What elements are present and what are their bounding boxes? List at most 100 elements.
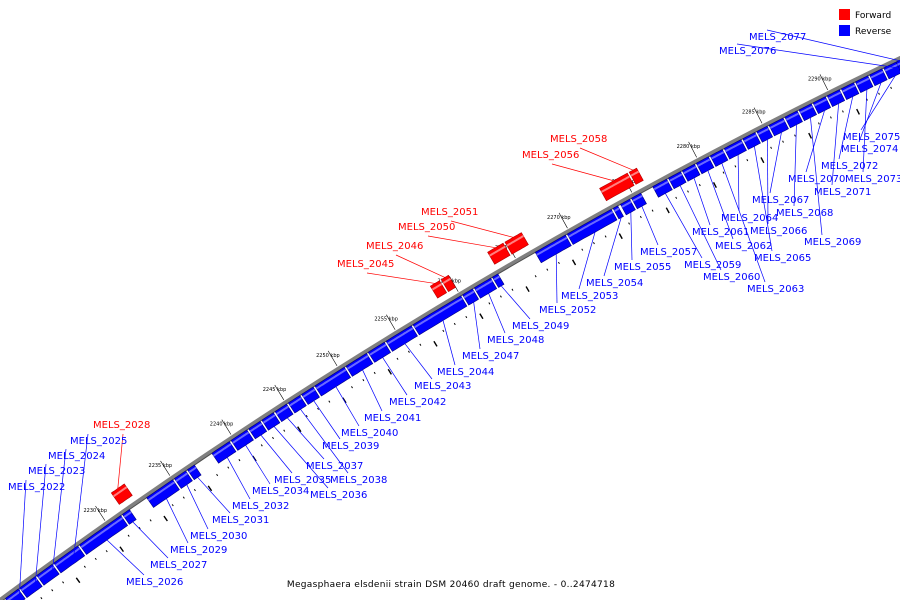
gene-block-mels-2042[interactable] bbox=[367, 341, 392, 363]
gene-block-mels-2043[interactable] bbox=[385, 325, 418, 352]
gene-label-mels-2034[interactable]: MELS_2034 bbox=[252, 486, 309, 497]
gene-block-mels-2072[interactable] bbox=[840, 82, 860, 101]
gene-label-mels-2022[interactable]: MELS_2022 bbox=[8, 482, 65, 493]
gene-label-mels-2041[interactable]: MELS_2041 bbox=[364, 413, 421, 424]
gene-label-mels-2024[interactable]: MELS_2024 bbox=[48, 451, 105, 462]
gene-label-mels-2063[interactable]: MELS_2063 bbox=[747, 284, 804, 295]
gene-block-mels-2027[interactable] bbox=[122, 509, 137, 525]
gene-block-mels-2071[interactable] bbox=[826, 89, 846, 108]
gene-label-mels-2058[interactable]: MELS_2058 bbox=[550, 134, 607, 145]
gene-label-mels-2048[interactable]: MELS_2048 bbox=[487, 335, 544, 346]
gene-block-mels-2041[interactable] bbox=[345, 352, 374, 377]
gene-label-mels-2045[interactable]: MELS_2045 bbox=[337, 259, 394, 270]
gene-label-mels-2049[interactable]: MELS_2049 bbox=[512, 321, 569, 332]
gene-block-mels-2046[interactable] bbox=[440, 274, 457, 293]
gene-label-mels-2071[interactable]: MELS_2071 bbox=[814, 187, 871, 198]
gene-block-mels-2056[interactable] bbox=[599, 172, 635, 202]
gene-label-mels-2067[interactable]: MELS_2067 bbox=[752, 195, 809, 206]
gene-label-mels-2047[interactable]: MELS_2047 bbox=[462, 351, 519, 362]
gene-label-mels-2059[interactable]: MELS_2059 bbox=[684, 260, 741, 271]
gene-label-mels-2077[interactable]: MELS_2077 bbox=[749, 32, 806, 43]
gene-block-mels-2035[interactable] bbox=[248, 420, 268, 440]
gene-block-mels-2067[interactable] bbox=[768, 117, 789, 137]
gene-block-mels-2065[interactable] bbox=[742, 132, 761, 150]
gene-label-mels-2030[interactable]: MELS_2030 bbox=[190, 531, 247, 542]
gene-block-mels-2029[interactable] bbox=[146, 479, 180, 508]
gene-label-mels-2040[interactable]: MELS_2040 bbox=[341, 428, 398, 439]
gene-label-mels-2052[interactable]: MELS_2052 bbox=[539, 305, 596, 316]
gene-block-mels-2044[interactable] bbox=[412, 295, 468, 336]
gene-label-mels-2069[interactable]: MELS_2069 bbox=[804, 237, 861, 248]
gene-label-mels-2046[interactable]: MELS_2046 bbox=[366, 241, 423, 252]
gene-block-mels-2025[interactable] bbox=[53, 545, 86, 574]
gene-label-mels-2060[interactable]: MELS_2060 bbox=[703, 272, 760, 283]
gene-block-mels-2024[interactable] bbox=[36, 563, 60, 586]
gene-block-mels-2050[interactable] bbox=[487, 242, 511, 265]
gene-block-mels-2059[interactable] bbox=[652, 178, 673, 198]
gene-label-mels-2028[interactable]: MELS_2028 bbox=[93, 420, 150, 431]
gene-label-mels-2051[interactable]: MELS_2051 bbox=[421, 207, 478, 218]
gene-label-mels-2066[interactable]: MELS_2066 bbox=[750, 226, 807, 237]
gene-label-mels-2065[interactable]: MELS_2065 bbox=[754, 253, 811, 264]
gene-label-mels-2070[interactable]: MELS_2070 bbox=[788, 174, 845, 185]
gene-block-mels-2023[interactable] bbox=[19, 576, 43, 599]
gene-label-mels-2061[interactable]: MELS_2061 bbox=[692, 227, 749, 238]
gene-block-mels-2053[interactable] bbox=[566, 208, 618, 245]
gene-label-mels-2029[interactable]: MELS_2029 bbox=[170, 545, 227, 556]
gene-block-mels-2030[interactable] bbox=[173, 470, 193, 489]
gene-block-mels-2074[interactable] bbox=[869, 68, 888, 87]
gene-block-mels-2045[interactable] bbox=[429, 280, 448, 299]
gene-label-mels-2073[interactable]: MELS_2073 bbox=[845, 174, 900, 185]
gene-label-mels-2043[interactable]: MELS_2043 bbox=[414, 381, 471, 392]
gene-block-mels-2066[interactable] bbox=[756, 125, 774, 143]
gene-block-mels-2047[interactable] bbox=[462, 288, 480, 306]
gene-block-mels-2070[interactable] bbox=[812, 96, 831, 114]
gene-label-mels-2023[interactable]: MELS_2023 bbox=[28, 466, 85, 477]
gene-block-mels-2034[interactable] bbox=[230, 429, 254, 451]
gene-block-mels-2051[interactable] bbox=[504, 232, 529, 255]
gene-block-mels-2068[interactable] bbox=[784, 110, 803, 129]
gene-block-mels-2069[interactable] bbox=[798, 103, 818, 122]
gene-block-mels-2031[interactable] bbox=[186, 464, 202, 481]
gene-label-mels-2056[interactable]: MELS_2056 bbox=[522, 150, 579, 161]
gene-label-mels-2054[interactable]: MELS_2054 bbox=[586, 278, 643, 289]
gene-block-mels-2055[interactable] bbox=[619, 198, 636, 216]
gene-block-mels-2073[interactable] bbox=[854, 75, 874, 93]
gene-block-mels-2058[interactable] bbox=[628, 167, 644, 185]
gene-label-mels-2057[interactable]: MELS_2057 bbox=[640, 247, 697, 258]
gene-label-mels-2032[interactable]: MELS_2032 bbox=[232, 501, 289, 512]
gene-block-mels-2040[interactable] bbox=[314, 366, 352, 397]
gene-block-mels-2026[interactable] bbox=[79, 515, 129, 555]
gene-label-mels-2038[interactable]: MELS_2038 bbox=[330, 475, 387, 486]
gene-block-mels-2063[interactable] bbox=[709, 149, 729, 167]
gene-label-mels-2042[interactable]: MELS_2042 bbox=[389, 397, 446, 408]
gene-block-mels-2049[interactable] bbox=[491, 273, 505, 288]
gene-block-mels-2048[interactable] bbox=[473, 277, 498, 299]
gene-label-mels-2053[interactable]: MELS_2053 bbox=[561, 291, 618, 302]
gene-block-mels-2062[interactable] bbox=[695, 156, 715, 175]
gene-label-mels-2026[interactable]: MELS_2026 bbox=[126, 577, 183, 588]
gene-block-mels-2036[interactable] bbox=[261, 412, 281, 431]
gene-block-mels-2037[interactable] bbox=[274, 403, 294, 423]
gene-label-mels-2039[interactable]: MELS_2039 bbox=[322, 441, 379, 452]
gene-label-mels-2035[interactable]: MELS_2035 bbox=[274, 475, 331, 486]
gene-label-mels-2036[interactable]: MELS_2036 bbox=[310, 490, 367, 501]
gene-label-mels-2068[interactable]: MELS_2068 bbox=[776, 208, 833, 219]
gene-label-mels-2074[interactable]: MELS_2074 bbox=[841, 144, 898, 155]
gene-label-mels-2037[interactable]: MELS_2037 bbox=[306, 461, 363, 472]
gene-block-mels-2054[interactable] bbox=[612, 205, 624, 220]
gene-block-mels-2057[interactable] bbox=[631, 192, 647, 210]
gene-block-mels-2032[interactable] bbox=[211, 441, 237, 464]
gene-block-mels-2064[interactable] bbox=[723, 139, 747, 160]
gene-label-mels-2050[interactable]: MELS_2050 bbox=[398, 222, 455, 233]
gene-block-mels-2038[interactable] bbox=[287, 395, 307, 414]
gene-block-mels-2052[interactable] bbox=[534, 234, 572, 264]
gene-label-mels-2055[interactable]: MELS_2055 bbox=[614, 262, 671, 273]
gene-label-mels-2025[interactable]: MELS_2025 bbox=[70, 436, 127, 447]
gene-label-mels-2064[interactable]: MELS_2064 bbox=[721, 213, 778, 224]
gene-label-mels-2044[interactable]: MELS_2044 bbox=[437, 367, 494, 378]
gene-label-mels-2076[interactable]: MELS_2076 bbox=[719, 46, 776, 57]
gene-label-mels-2075[interactable]: MELS_2075 bbox=[843, 132, 900, 143]
gene-block-mels-2060[interactable] bbox=[667, 171, 687, 190]
gene-block-mels-2039[interactable] bbox=[301, 386, 320, 405]
